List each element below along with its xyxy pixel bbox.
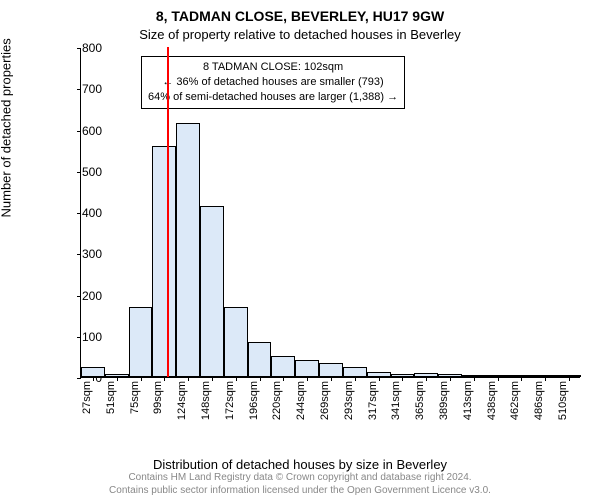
x-tick-label: 244sqm [295,381,307,420]
x-tick-label: 486sqm [533,381,545,420]
y-tick-label: 400 [62,206,102,220]
x-tick [331,377,332,381]
footer: Contains HM Land Registry data © Crown c… [0,471,600,497]
y-tick-label: 700 [62,82,102,96]
x-tick [426,377,427,381]
x-tick-label: 413sqm [462,381,474,420]
histogram-bar [224,307,248,377]
x-tick [93,377,94,381]
x-tick [188,377,189,381]
annotation-line: ← 36% of detached houses are smaller (79… [148,75,398,90]
x-tick-label: 172sqm [224,381,236,420]
histogram-bar [271,356,295,377]
x-tick [307,377,308,381]
x-tick-label: 293sqm [343,381,355,420]
y-tick-label: 100 [62,330,102,344]
y-tick-label: 300 [62,247,102,261]
y-tick-label: 600 [62,124,102,138]
x-tick [402,377,403,381]
page-title: 8, TADMAN CLOSE, BEVERLEY, HU17 9GW [0,0,600,24]
histogram-bar [81,367,105,377]
y-tick-label: 500 [62,165,102,179]
y-tick-label: 200 [62,289,102,303]
marker-line [167,47,169,377]
x-tick-label: 51sqm [105,381,117,414]
x-tick [569,377,570,381]
annotation-line: 64% of semi-detached houses are larger (… [148,90,398,105]
x-tick-label: 75sqm [129,381,141,414]
footer-line: Contains public sector information licen… [0,484,600,497]
x-tick [450,377,451,381]
x-axis-label: Distribution of detached houses by size … [0,457,600,472]
annotation-line: 8 TADMAN CLOSE: 102sqm [148,60,398,75]
annotation-box: 8 TADMAN CLOSE: 102sqm ← 36% of detached… [141,56,405,109]
chart-area: 8 TADMAN CLOSE: 102sqm ← 36% of detached… [50,48,585,418]
x-tick-label: 341sqm [390,381,402,420]
x-tick [212,377,213,381]
x-tick-label: 27sqm [81,381,93,414]
histogram-bar [200,206,224,377]
histogram-bar [248,342,272,377]
x-tick-label: 269sqm [319,381,331,420]
footer-line: Contains HM Land Registry data © Crown c… [0,471,600,484]
y-tick-label: 800 [62,41,102,55]
x-tick-label: 510sqm [557,381,569,420]
x-tick-label: 389sqm [438,381,450,420]
x-tick-label: 317sqm [367,381,379,420]
plot-area: 8 TADMAN CLOSE: 102sqm ← 36% of detached… [80,48,580,378]
histogram-bar [343,367,367,377]
x-tick [521,377,522,381]
x-tick-label: 196sqm [248,381,260,420]
histogram-bar [176,123,200,377]
x-tick-label: 148sqm [200,381,212,420]
y-axis-label: Number of detached properties [0,38,14,217]
histogram-bar [129,307,153,377]
x-tick-label: 220sqm [271,381,283,420]
x-tick-label: 99sqm [152,381,164,414]
histogram-bar [152,146,176,377]
x-tick [164,377,165,381]
x-tick-label: 462sqm [509,381,521,420]
x-tick-label: 365sqm [414,381,426,420]
histogram-bar [295,360,319,377]
x-tick [545,377,546,381]
page-subtitle: Size of property relative to detached ho… [0,24,600,42]
x-tick-label: 438sqm [486,381,498,420]
x-tick [283,377,284,381]
histogram-bar [319,363,343,377]
x-tick-label: 124sqm [176,381,188,420]
